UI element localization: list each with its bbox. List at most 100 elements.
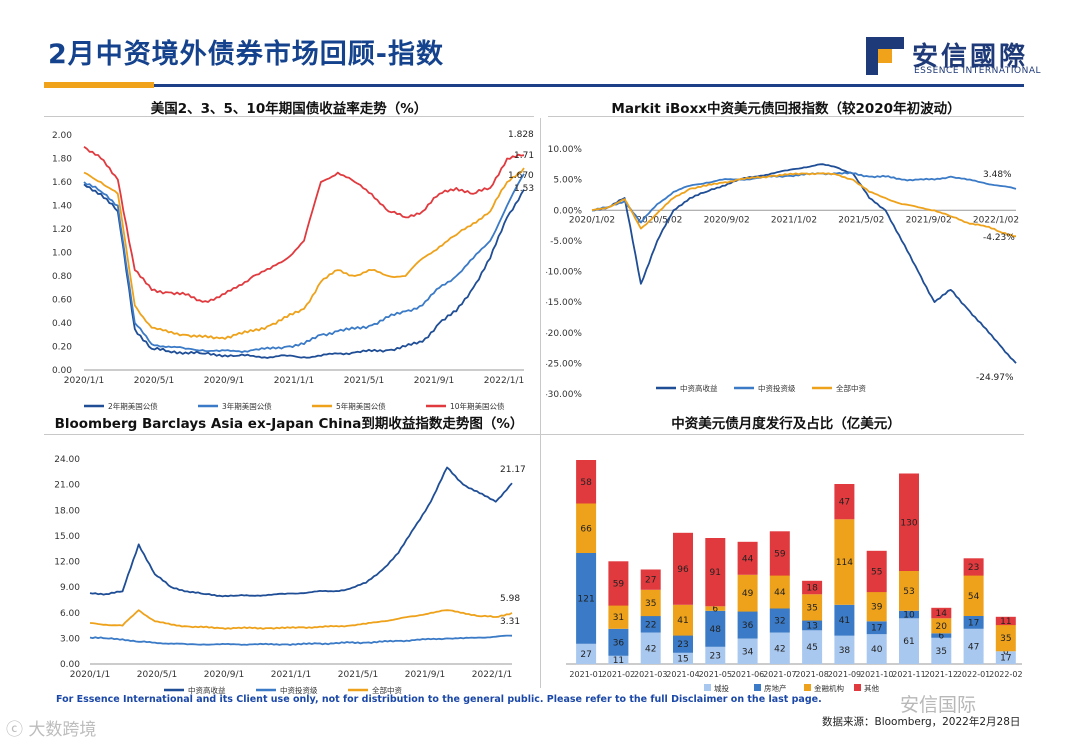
bar-value-label: 39: [871, 603, 883, 613]
x-tick-label: 2020/1/1: [70, 670, 110, 680]
y-tick-label: -5.00%: [550, 237, 582, 247]
bar-segment: [608, 561, 629, 606]
bar-value-label: 44: [774, 588, 786, 598]
legend-label: 中资高收益: [188, 685, 226, 694]
bar-segment: [866, 550, 887, 593]
legend-label: 中资投资级: [280, 685, 318, 694]
series-line-2: [83, 173, 525, 354]
bar-value-label: 47: [968, 642, 979, 652]
x-tick-label: 2021-06: [731, 670, 764, 679]
x-tick-label: 2022/1/02: [973, 215, 1019, 225]
watermark-right: 安信国际: [900, 694, 977, 716]
legend-label: 其他: [864, 683, 879, 693]
legend-label: 中资高收益: [680, 383, 718, 393]
series-line-1: [83, 183, 525, 359]
page-title: 2月中资境外债券市场回顾-指数: [48, 39, 444, 70]
bar-value-label: 27: [645, 576, 656, 586]
y-tick-label: 10.00%: [548, 145, 583, 155]
bar-value-label: 20: [936, 622, 948, 632]
bar-segment: [931, 633, 952, 638]
y-tick-label: -15.00%: [546, 298, 582, 308]
chart-title-ust: 美国2、3、5、10年期国债收益率走势（%）: [150, 101, 428, 117]
end-value-label: 5.98: [500, 594, 520, 604]
bar-segment: [963, 558, 984, 576]
bar-value-label: 42: [774, 644, 785, 654]
bar-segment: [802, 630, 823, 665]
y-tick-label: 0.00: [60, 660, 80, 670]
y-tick-label: 0.00%: [553, 206, 582, 216]
bar-value-label: 53: [903, 587, 914, 597]
bar-value-label: 18: [806, 584, 818, 594]
chart-title-iboxx: Markit iBoxx中资美元债回报指数（较2020年初波动）: [611, 101, 961, 117]
bar-segment: [995, 616, 1016, 626]
bar-value-label: 66: [580, 524, 592, 534]
y-tick-label: 5.00%: [553, 176, 582, 186]
x-tick-label: 2020/5/1: [137, 670, 177, 680]
bar-value-label: 121: [578, 594, 595, 604]
bar-segment: [963, 616, 984, 629]
bar-segment: [769, 575, 790, 609]
bar-segment: [737, 638, 758, 664]
bar-segment: [673, 604, 693, 636]
bar-value-label: 14: [936, 609, 948, 619]
x-tick-label: 2021/5/02: [838, 215, 884, 225]
bar-value-label: 40: [871, 645, 883, 655]
bar-value-label: 55: [871, 567, 882, 577]
bar-segment: [576, 503, 597, 553]
bar-segment: [802, 580, 823, 595]
bar-segment: [737, 574, 758, 612]
y-tick-label: 1.00: [52, 249, 72, 259]
bar-segment: [705, 610, 726, 647]
x-tick-label: 2021-07: [763, 670, 796, 679]
bar-segment: [705, 606, 726, 611]
bar-segment: [834, 635, 855, 664]
bar-value-label: 36: [742, 621, 754, 631]
bar-value-label: 23: [677, 640, 688, 650]
x-tick-label: 2020/1/1: [64, 376, 104, 386]
bar-value-label: 59: [613, 579, 625, 589]
bar-value-label: 48: [710, 625, 722, 635]
bar-segment: [673, 652, 693, 665]
x-tick-label: 2022/1/1: [472, 670, 512, 680]
end-value-label: 1.536: [514, 184, 534, 194]
bar-segment: [802, 594, 823, 621]
bar-segment: [963, 575, 984, 616]
bar-segment: [995, 625, 1016, 652]
x-tick-label: 2020/1/02: [569, 215, 615, 225]
legend-label: 金融机构: [814, 683, 844, 693]
y-tick-label: 1.80: [52, 155, 72, 165]
bar-value-label: 59: [774, 549, 786, 559]
bar-segment: [899, 618, 919, 665]
bar-value-label: 58: [580, 478, 592, 488]
logo-icon: [866, 37, 904, 75]
x-tick-label: 2021-01: [569, 670, 602, 679]
logo-subtext: ESSENCE INTERNATIONAL: [914, 66, 1042, 76]
panel-divider: [540, 118, 541, 688]
series-line-2: [89, 634, 513, 646]
end-value-label: -4.23%: [983, 233, 1015, 243]
x-tick-label: 2022-02: [989, 670, 1022, 679]
y-tick-label: 24.00: [54, 455, 80, 465]
bar-segment: [834, 519, 855, 605]
y-tick-label: 3.00: [60, 634, 80, 644]
bar-value-label: 130: [900, 518, 917, 528]
bar-segment: [769, 632, 790, 664]
bar-value-label: 96: [677, 565, 689, 575]
y-tick-label: 0.20: [52, 343, 72, 353]
bar-value-label: 17: [1000, 654, 1011, 664]
x-tick-label: 2022-01: [957, 670, 990, 679]
x-tick-label: 2021/1/1: [271, 670, 311, 680]
series-line-3: [591, 172, 1017, 238]
bar-value-label: 13: [806, 621, 817, 631]
bar-value-label: 36: [613, 638, 625, 648]
legend-label: 全部中资: [836, 383, 866, 393]
bar-value-label: 27: [580, 650, 591, 660]
watermark-left: ⓒ 大数跨境: [6, 720, 97, 740]
x-tick-label: 2021/9/02: [906, 215, 952, 225]
x-tick-label: 2020/5/02: [636, 215, 682, 225]
bar-segment: [737, 541, 758, 575]
bar-segment: [769, 531, 790, 576]
bar-value-label: 47: [839, 498, 850, 508]
bar-value-label: 45: [806, 643, 817, 653]
end-value-label: 1.719: [514, 151, 534, 161]
